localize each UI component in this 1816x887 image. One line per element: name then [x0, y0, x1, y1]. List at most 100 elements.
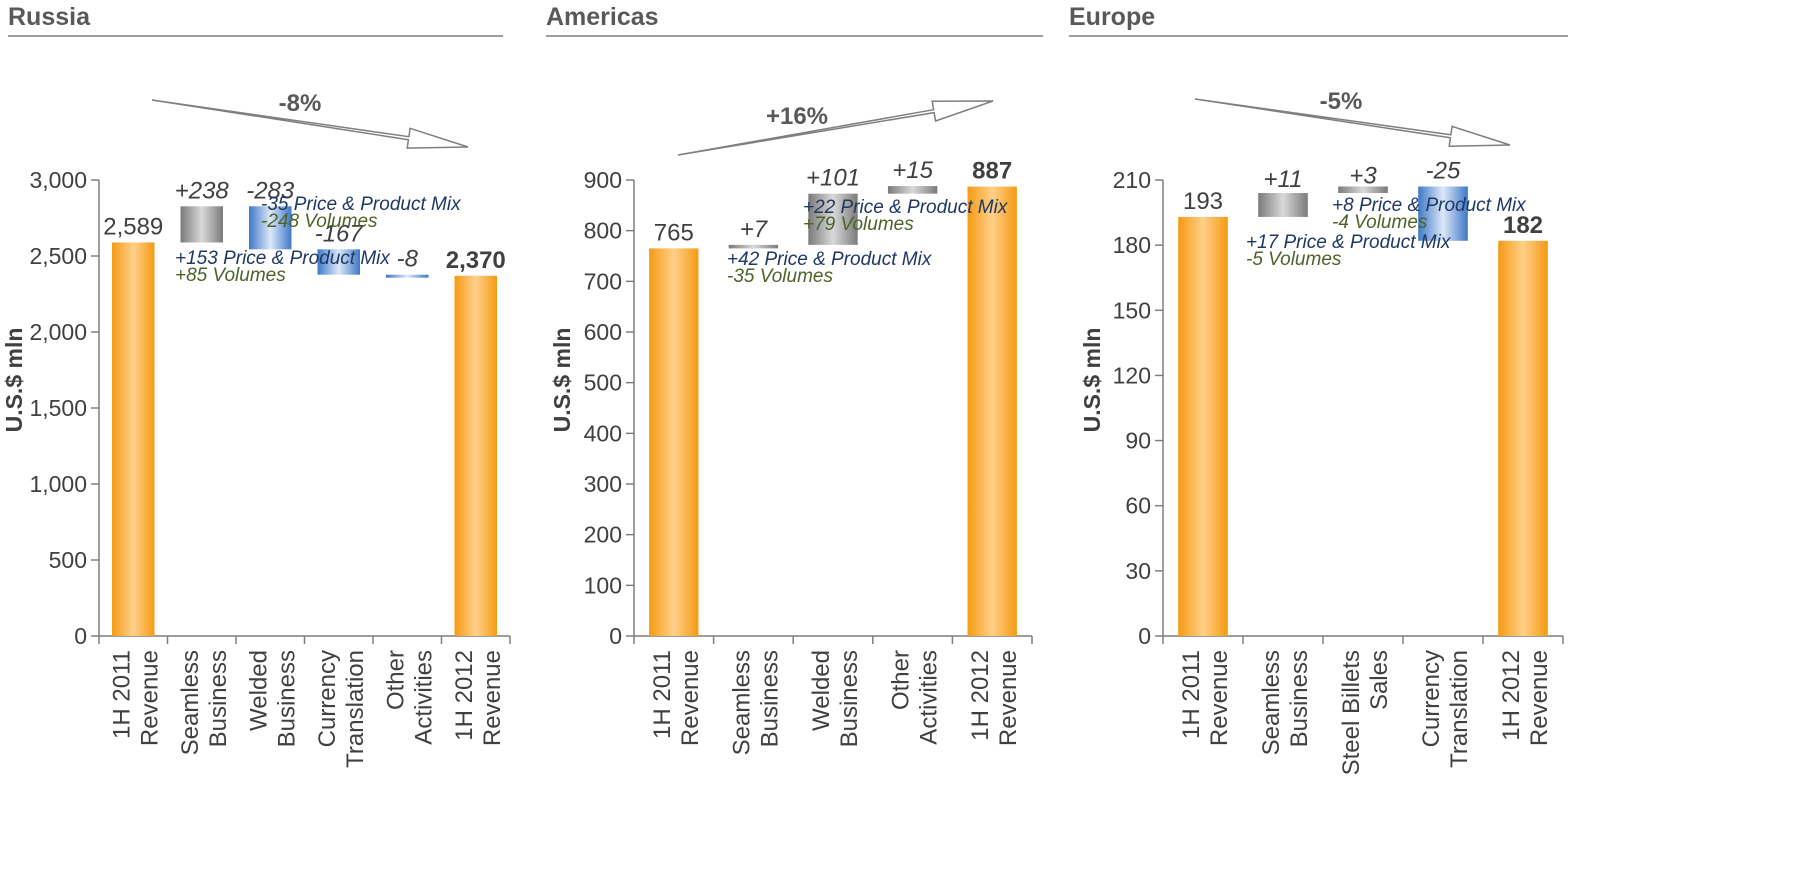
chart-panel-russia: Russia 0 500 1,000 1,500 2,000 2,500 3,000 U.S.$…	[1, 3, 511, 768]
y-tick-label: 0	[609, 623, 622, 649]
category-line-2: Translation	[1446, 650, 1473, 768]
category-line-2: Revenue	[479, 650, 506, 746]
category-line-2: Revenue	[995, 650, 1022, 746]
bar-value-label: 887	[972, 158, 1012, 185]
category-line-2: Business	[205, 650, 232, 747]
y-tick-label: 500	[49, 547, 87, 573]
decrease-bar-welded-business	[249, 206, 292, 250]
y-tick-label: 700	[584, 268, 622, 294]
increase-bar-steel-billets-sales	[1338, 186, 1388, 194]
price-mix-annotation: +42 Price & Product Mix	[727, 249, 933, 270]
volumes-annotation: +85 Volumes	[175, 265, 286, 286]
bar-value-label: +11	[1264, 166, 1303, 193]
decrease-bar-other-activities	[386, 274, 429, 278]
y-tick-label: 200	[584, 522, 622, 548]
bar-value-label: +3	[1349, 163, 1377, 190]
trend-arrow	[1194, 98, 1511, 147]
total-bar-1h-2012-revenue	[1498, 240, 1548, 637]
category-line-2: Activities	[916, 650, 943, 745]
bar-value-label: 193	[1183, 188, 1223, 215]
volumes-annotation: +79 Volumes	[803, 214, 914, 235]
decrease-bar-currency-translation	[1418, 186, 1468, 241]
category-line-1: 1H 2012	[1498, 650, 1525, 741]
y-axis-label: U.S.$ mln	[1079, 328, 1105, 433]
category-line-2: Revenue	[677, 650, 704, 746]
y-tick-label: 600	[584, 319, 622, 345]
bar-value-label: +101	[806, 165, 860, 192]
bar-value-label: -283	[246, 177, 295, 204]
category-line-2: Business	[756, 650, 783, 747]
bar-value-label: -167	[315, 220, 365, 247]
bar-value-label: 2,589	[103, 213, 163, 240]
volumes-annotation: -35 Volumes	[727, 266, 833, 287]
x-category-label: Seamless Business	[1258, 650, 1313, 755]
category-line-2: Translation	[342, 650, 369, 768]
increase-bar-seamless-business	[1258, 193, 1308, 217]
x-category-label: 1H 2012 Revenue	[1498, 650, 1553, 746]
total-bar-1h-2011-revenue	[1178, 216, 1228, 636]
y-tick-label: 800	[584, 218, 622, 244]
y-tick-label: 0	[74, 623, 87, 649]
bar-value-label: +238	[175, 177, 230, 204]
x-category-label: Steel Billets Sales	[1338, 650, 1393, 775]
category-line-1: 1H 2011	[108, 650, 135, 739]
price-mix-annotation: +153 Price & Product Mix	[175, 248, 391, 269]
bar-value-label: 765	[654, 219, 694, 246]
increase-bar-welded-business	[808, 193, 858, 245]
y-tick-label: 150	[1113, 297, 1151, 323]
bar-value-label: 2,370	[446, 247, 506, 274]
y-tick-label: 0	[1138, 623, 1151, 649]
y-tick-label: 210	[1113, 167, 1151, 193]
category-line-2: Business	[1286, 650, 1313, 747]
y-tick-label: 60	[1125, 493, 1151, 519]
x-category-label: Other Activities	[888, 650, 943, 745]
category-line-1: Currency	[1418, 650, 1445, 747]
category-line-2: Revenue	[1206, 650, 1233, 746]
category-line-1: 1H 2012	[967, 650, 994, 741]
y-tick-label: 100	[584, 572, 622, 598]
increase-bar-seamless-business	[180, 206, 223, 243]
category-line-2: Business	[836, 650, 863, 747]
y-tick-label: 120	[1113, 362, 1151, 388]
y-tick-label: 1,500	[29, 395, 87, 421]
price-mix-annotation: -35 Price & Product Mix	[261, 194, 462, 215]
percent-change-label: -5%	[1320, 88, 1363, 115]
category-line-2: Revenue	[1526, 650, 1553, 746]
chart-title: Russia	[8, 3, 91, 31]
volumes-annotation: -248 Volumes	[261, 211, 378, 232]
total-bar-1h-2012-revenue	[967, 186, 1017, 636]
y-tick-label: 180	[1113, 232, 1151, 258]
chart-panel-europe: Europe 0 30 60 90 120 150 180 210 U.S.$ mln 193 1H …	[1069, 3, 1568, 775]
category-line-1: Seamless	[1258, 650, 1285, 755]
trend-arrow	[151, 99, 469, 149]
total-bar-1h-2011-revenue	[649, 248, 699, 636]
category-line-1: 1H 2011	[1178, 650, 1205, 739]
chart-title: Europe	[1069, 3, 1155, 31]
category-line-2: Activities	[410, 650, 437, 745]
category-line-1: Other	[382, 650, 409, 710]
y-tick-label: 30	[1125, 558, 1151, 584]
category-line-2: Sales	[1366, 650, 1393, 710]
category-line-2: Revenue	[136, 650, 163, 746]
bar-value-label: +7	[740, 216, 769, 243]
increase-bar-seamless-business	[728, 244, 779, 249]
increase-bar-other-activities	[887, 186, 938, 194]
price-mix-annotation: +22 Price & Product Mix	[803, 197, 1009, 218]
x-category-label: 1H 2011 Revenue	[1178, 650, 1233, 746]
bar-value-label: 182	[1503, 212, 1543, 239]
bar-value-label: +15	[892, 157, 933, 184]
y-tick-label: 90	[1125, 428, 1151, 454]
x-category-label: Welded Business	[808, 650, 863, 747]
category-line-1: Steel Billets	[1338, 650, 1365, 775]
volumes-annotation: -4 Volumes	[1332, 212, 1428, 233]
price-mix-annotation: +8 Price & Product Mix	[1332, 195, 1527, 216]
y-axis-label: U.S.$ mln	[549, 328, 575, 433]
percent-change-label: -8%	[279, 90, 322, 117]
x-category-label: 1H 2012 Revenue	[967, 650, 1022, 746]
y-axis-label: U.S.$ mln	[1, 328, 27, 433]
x-category-label: Welded Business	[245, 650, 300, 747]
chart-title: Americas	[546, 3, 659, 31]
total-bar-1h-2012-revenue	[454, 275, 497, 636]
percent-change-label: +16%	[766, 103, 828, 130]
x-category-label: Seamless Business	[728, 650, 783, 755]
